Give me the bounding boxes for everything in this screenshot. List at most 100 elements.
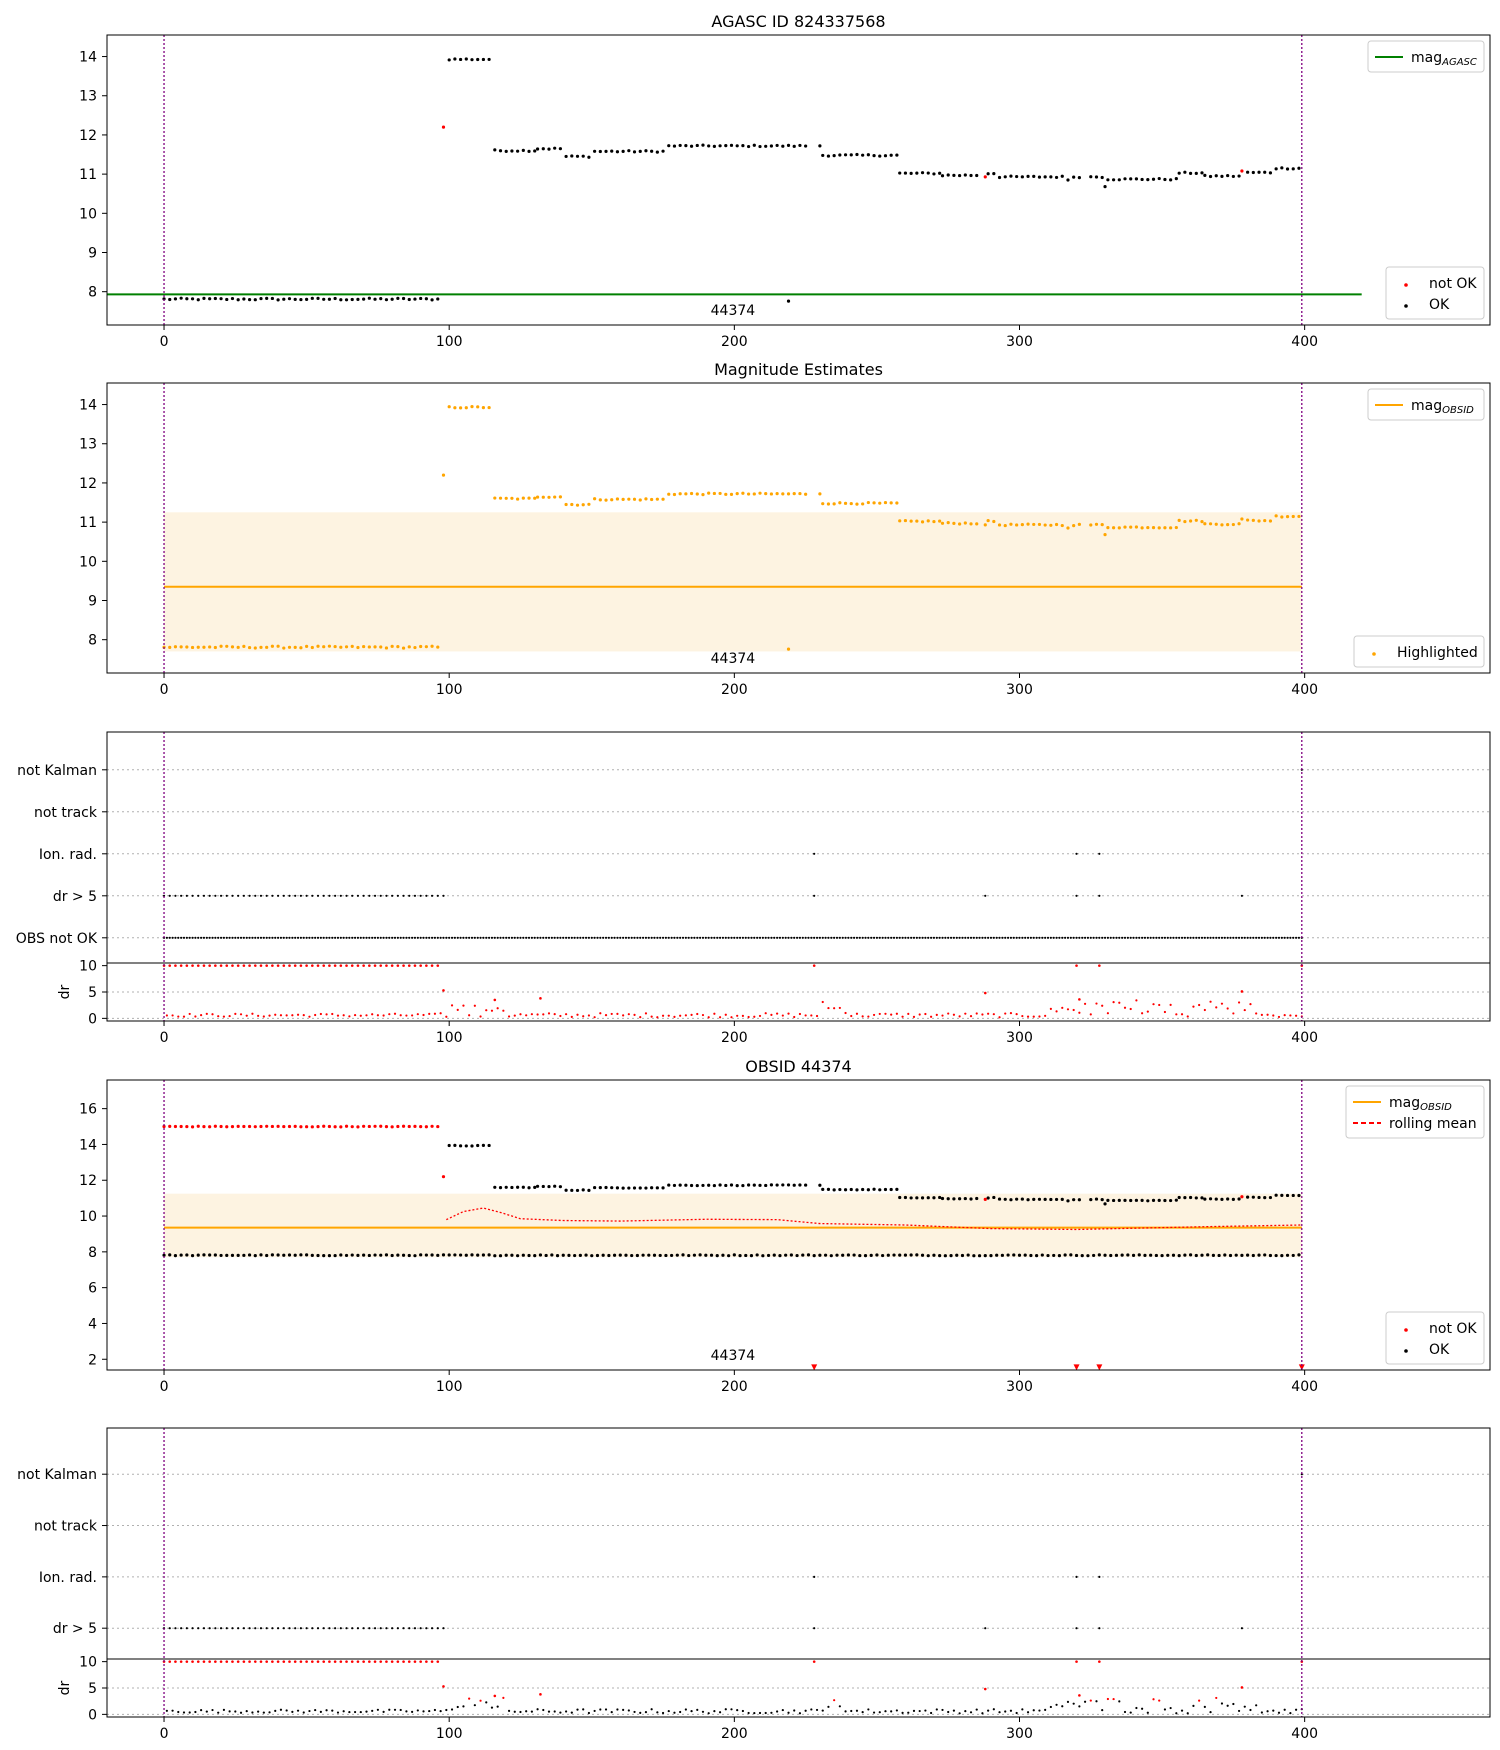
dr-point — [188, 1711, 191, 1714]
dr-point — [325, 1709, 328, 1712]
flag-point — [476, 936, 479, 939]
dr-point — [228, 1710, 231, 1713]
data-point — [769, 492, 774, 496]
dr-spike — [1240, 1686, 1244, 1689]
data-point — [766, 1253, 771, 1258]
data-point — [573, 1253, 577, 1258]
data-point — [966, 1253, 970, 1257]
dr-capped-point — [1075, 964, 1078, 967]
data-point — [1092, 1253, 1096, 1258]
dr-capped-point — [179, 1660, 183, 1663]
dr-point — [718, 1711, 722, 1714]
dr-point — [1272, 1014, 1275, 1017]
flag-point — [604, 936, 608, 939]
data-point — [661, 1186, 665, 1190]
dr-point — [804, 1709, 807, 1712]
dr-capped-point — [436, 1660, 440, 1663]
flag-point — [299, 894, 303, 897]
flag-point — [288, 936, 291, 939]
dr-point — [353, 1013, 357, 1017]
flag-point — [505, 936, 508, 939]
data-point — [721, 1253, 725, 1257]
dr-capped-point — [350, 964, 354, 967]
dr-point — [1089, 1013, 1092, 1016]
data-point — [570, 1188, 574, 1192]
dr-point — [1026, 1015, 1030, 1018]
dr-point — [1072, 1008, 1075, 1012]
data-point — [692, 1253, 697, 1257]
flag-point — [368, 894, 371, 897]
rolling-mean-line — [446, 1207, 1302, 1231]
flag-point — [234, 936, 237, 939]
flag-point — [1075, 894, 1078, 897]
data-point — [1263, 1253, 1267, 1257]
data-point — [1194, 1253, 1198, 1258]
dr-point — [1146, 1711, 1149, 1714]
data-point — [946, 521, 950, 525]
flag-point — [587, 936, 591, 939]
dr-point — [776, 1012, 779, 1015]
data-point — [362, 644, 366, 649]
dr-point — [696, 1012, 699, 1016]
data-point — [735, 1184, 739, 1188]
dr-point — [302, 1711, 305, 1714]
data-point — [1240, 1253, 1244, 1257]
flag-point — [1135, 936, 1138, 939]
dr-capped-point — [407, 1660, 411, 1663]
data-point — [709, 1253, 714, 1257]
data-point — [1280, 515, 1284, 519]
data-point — [276, 644, 280, 648]
x-tick-label: 0 — [160, 682, 169, 698]
flag-point — [425, 936, 428, 939]
data-point — [801, 1253, 805, 1257]
data-point — [1117, 178, 1121, 182]
dr-point — [1009, 1709, 1013, 1712]
data-point — [270, 644, 274, 648]
flag-point — [448, 936, 451, 939]
data-point — [1060, 174, 1064, 178]
data-point — [1163, 1198, 1167, 1203]
data-point — [738, 1254, 742, 1258]
data-point — [903, 1195, 908, 1200]
data-point — [379, 1124, 383, 1128]
dr-point — [416, 1013, 419, 1016]
flag-point — [1098, 1575, 1101, 1578]
data-point — [972, 1254, 976, 1258]
dr-point — [314, 1708, 317, 1712]
dr-spike — [983, 991, 987, 995]
data-point — [230, 296, 235, 301]
data-point — [1200, 171, 1204, 175]
series-not-ok — [162, 1124, 1244, 1202]
flag-point — [545, 936, 548, 939]
data-point — [1103, 533, 1107, 537]
flag-point — [339, 936, 342, 939]
dr-point — [279, 1708, 283, 1711]
data-point — [356, 1125, 360, 1129]
dr-capped-point — [373, 964, 377, 967]
data-point — [390, 1125, 394, 1129]
data-point — [1151, 1198, 1156, 1202]
data-point — [1009, 174, 1013, 178]
data-point — [1129, 1198, 1133, 1203]
flag-point — [208, 1627, 211, 1630]
data-point — [607, 1253, 611, 1258]
data-point — [878, 1188, 882, 1192]
flag-point — [276, 1627, 280, 1630]
dr-point — [764, 1012, 767, 1015]
dr-point — [1032, 1015, 1035, 1018]
dr-point — [1095, 1002, 1098, 1005]
flag-point — [570, 936, 573, 939]
dr-capped-point — [322, 964, 326, 967]
data-point — [476, 1253, 480, 1257]
flag-point — [299, 1627, 303, 1630]
data-point — [1126, 1253, 1130, 1257]
y-tick-label: 13 — [79, 437, 97, 453]
data-point — [1188, 1195, 1193, 1200]
dr-capped-point — [328, 1660, 331, 1663]
flag-point — [271, 1627, 274, 1630]
flag-point — [180, 894, 183, 897]
flag-point — [371, 936, 374, 939]
dr-point — [661, 1014, 665, 1017]
dr-point — [388, 1013, 391, 1016]
data-point — [624, 1253, 628, 1257]
